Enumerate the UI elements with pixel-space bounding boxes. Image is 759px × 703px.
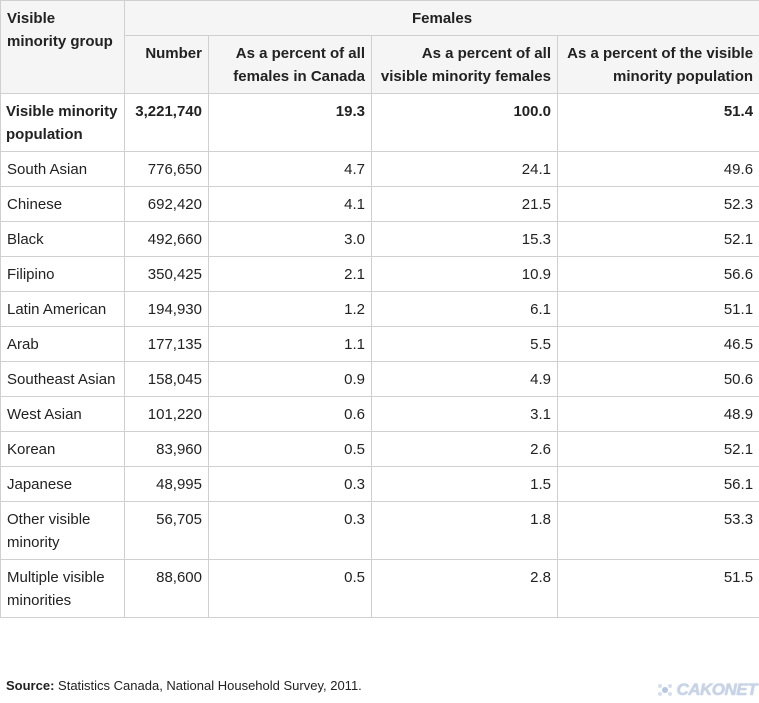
column-header-number: Number xyxy=(125,36,209,94)
row-label: Korean xyxy=(1,432,125,467)
cell-pct-all-females: 1.1 xyxy=(209,327,372,362)
cell-number: 56,705 xyxy=(125,502,209,560)
cell-pct-vm-population: 48.9 xyxy=(558,397,759,432)
row-label: Visible minority population xyxy=(1,94,125,152)
cell-pct-vm-population: 56.1 xyxy=(558,467,759,502)
cell-pct-vm-females: 100.0 xyxy=(372,94,558,152)
cell-pct-vm-females: 6.1 xyxy=(372,292,558,327)
cell-number: 194,930 xyxy=(125,292,209,327)
cell-pct-vm-females: 24.1 xyxy=(372,152,558,187)
table-row: Latin American 194,930 1.2 6.1 51.1 xyxy=(1,292,759,327)
column-header-pct-vm-population: As a percent of the visible minority pop… xyxy=(558,36,759,94)
cell-pct-all-females: 1.2 xyxy=(209,292,372,327)
cell-pct-vm-females: 1.8 xyxy=(372,502,558,560)
watermark-text: CAKONET xyxy=(676,680,757,700)
cell-number: 101,220 xyxy=(125,397,209,432)
row-label: Other visible minority xyxy=(1,502,125,560)
cell-pct-all-females: 0.9 xyxy=(209,362,372,397)
cell-number: 3,221,740 xyxy=(125,94,209,152)
cell-pct-vm-population: 52.3 xyxy=(558,187,759,222)
header-row-top: Visible minority group Females xyxy=(1,1,759,36)
table-row: Black 492,660 3.0 15.3 52.1 xyxy=(1,222,759,257)
cell-pct-all-females: 0.3 xyxy=(209,467,372,502)
cell-pct-all-females: 0.5 xyxy=(209,432,372,467)
table-row: Korean 83,960 0.5 2.6 52.1 xyxy=(1,432,759,467)
row-label: Latin American xyxy=(1,292,125,327)
cell-pct-vm-females: 1.5 xyxy=(372,467,558,502)
row-label: Arab xyxy=(1,327,125,362)
cell-number: 83,960 xyxy=(125,432,209,467)
column-header-group: Visible minority group xyxy=(1,1,125,94)
cell-pct-vm-population: 46.5 xyxy=(558,327,759,362)
cell-pct-vm-females: 15.3 xyxy=(372,222,558,257)
table-row: Southeast Asian 158,045 0.9 4.9 50.6 xyxy=(1,362,759,397)
source-label: Source: xyxy=(6,678,54,693)
cell-pct-vm-females: 2.8 xyxy=(372,560,558,618)
table-row: Japanese 48,995 0.3 1.5 56.1 xyxy=(1,467,759,502)
cell-pct-all-females: 0.5 xyxy=(209,560,372,618)
column-header-females: Females xyxy=(125,1,759,36)
row-label: South Asian xyxy=(1,152,125,187)
cell-pct-all-females: 4.7 xyxy=(209,152,372,187)
cell-pct-vm-females: 10.9 xyxy=(372,257,558,292)
cell-pct-vm-population: 49.6 xyxy=(558,152,759,187)
table-row: West Asian 101,220 0.6 3.1 48.9 xyxy=(1,397,759,432)
cell-pct-vm-females: 4.9 xyxy=(372,362,558,397)
table-row: Chinese 692,420 4.1 21.5 52.3 xyxy=(1,187,759,222)
row-label: Multiple visible minorities xyxy=(1,560,125,618)
row-label: Chinese xyxy=(1,187,125,222)
cell-pct-vm-population: 52.1 xyxy=(558,432,759,467)
table-row-total: Visible minority population 3,221,740 19… xyxy=(1,94,759,152)
cell-pct-vm-population: 51.1 xyxy=(558,292,759,327)
cell-pct-vm-population: 50.6 xyxy=(558,362,759,397)
row-label: Southeast Asian xyxy=(1,362,125,397)
table-row: Other visible minority 56,705 0.3 1.8 53… xyxy=(1,502,759,560)
cell-pct-all-females: 4.1 xyxy=(209,187,372,222)
females-visible-minority-table: Visible minority group Females Number As… xyxy=(0,0,759,618)
cell-pct-vm-females: 21.5 xyxy=(372,187,558,222)
cell-pct-all-females: 0.6 xyxy=(209,397,372,432)
cell-pct-vm-population: 56.6 xyxy=(558,257,759,292)
cell-pct-all-females: 2.1 xyxy=(209,257,372,292)
cell-number: 177,135 xyxy=(125,327,209,362)
row-label: Black xyxy=(1,222,125,257)
row-label: West Asian xyxy=(1,397,125,432)
watermark-logo: CAKONET xyxy=(656,680,757,700)
cell-pct-vm-population: 51.4 xyxy=(558,94,759,152)
source-text: Statistics Canada, National Household Su… xyxy=(58,678,362,693)
table-row: Multiple visible minorities 88,600 0.5 2… xyxy=(1,560,759,618)
cell-pct-all-females: 19.3 xyxy=(209,94,372,152)
cell-pct-vm-population: 52.1 xyxy=(558,222,759,257)
cell-number: 88,600 xyxy=(125,560,209,618)
cell-number: 776,650 xyxy=(125,152,209,187)
cell-number: 48,995 xyxy=(125,467,209,502)
row-label: Japanese xyxy=(1,467,125,502)
cell-number: 692,420 xyxy=(125,187,209,222)
table-row: Arab 177,135 1.1 5.5 46.5 xyxy=(1,327,759,362)
table-row: South Asian 776,650 4.7 24.1 49.6 xyxy=(1,152,759,187)
row-label: Filipino xyxy=(1,257,125,292)
cell-pct-vm-population: 51.5 xyxy=(558,560,759,618)
cakonet-logo-icon xyxy=(656,681,674,699)
cell-pct-vm-population: 53.3 xyxy=(558,502,759,560)
cell-pct-vm-females: 5.5 xyxy=(372,327,558,362)
table-row: Filipino 350,425 2.1 10.9 56.6 xyxy=(1,257,759,292)
cell-number: 492,660 xyxy=(125,222,209,257)
cell-pct-all-females: 0.3 xyxy=(209,502,372,560)
source-note: Source: Statistics Canada, National Hous… xyxy=(6,678,362,693)
cell-pct-vm-females: 2.6 xyxy=(372,432,558,467)
cell-pct-all-females: 3.0 xyxy=(209,222,372,257)
cell-number: 350,425 xyxy=(125,257,209,292)
cell-number: 158,045 xyxy=(125,362,209,397)
column-header-pct-all-females: As a percent of all females in Canada xyxy=(209,36,372,94)
cell-pct-vm-females: 3.1 xyxy=(372,397,558,432)
column-header-pct-vm-females: As a percent of all visible minority fem… xyxy=(372,36,558,94)
